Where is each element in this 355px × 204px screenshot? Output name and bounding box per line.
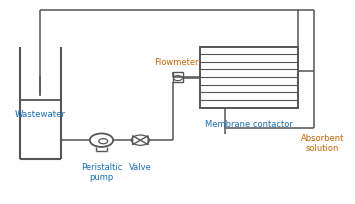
Text: Flowmeter: Flowmeter [154,58,199,67]
Text: Wastewater: Wastewater [15,110,66,119]
Text: Absorbent
solution: Absorbent solution [301,133,344,152]
Text: Peristaltic
pump: Peristaltic pump [81,162,122,181]
Text: Valve: Valve [129,162,152,171]
Bar [173,73,183,83]
Text: Membrane contactor: Membrane contactor [205,120,293,129]
Bar [201,47,298,108]
